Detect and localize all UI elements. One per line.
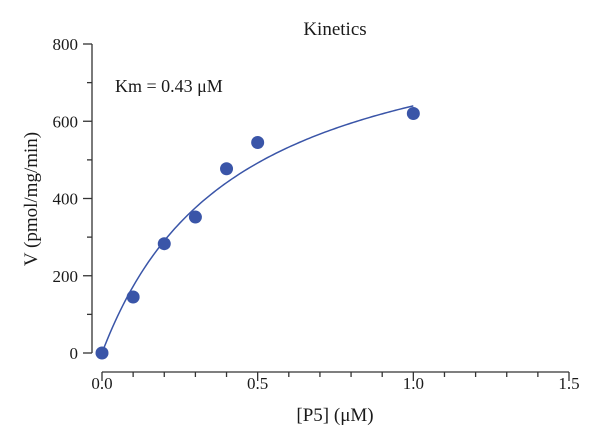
- x-tick-label: 0.5: [247, 374, 268, 393]
- y-tick-label: 200: [53, 267, 79, 286]
- km-annotation: Km = 0.43 μM: [115, 76, 223, 96]
- x-tick-label: 1.0: [403, 374, 424, 393]
- data-point: [406, 107, 420, 121]
- chart-title: Kinetics: [303, 19, 366, 40]
- y-tick-label: 400: [53, 190, 79, 209]
- x-tick-label: 0.0: [91, 374, 112, 393]
- y-tick-label: 800: [53, 35, 79, 54]
- y-tick-label: 600: [53, 112, 79, 131]
- y-tick-label: 0: [70, 344, 79, 363]
- data-point: [251, 135, 265, 149]
- y-axis-label: V (pmol/mg/min): [21, 132, 42, 266]
- michaelis-menten-fit-curve: [101, 105, 414, 354]
- x-tick-label: 1.5: [558, 374, 579, 393]
- x-axis-label: [P5] (μM): [296, 405, 373, 426]
- data-point: [220, 162, 234, 176]
- data-point: [188, 210, 202, 224]
- data-point: [157, 237, 171, 251]
- data-point: [126, 290, 140, 304]
- data-point: [95, 346, 109, 360]
- data-points: [95, 107, 420, 360]
- y-axis: 0 200 400 600 800: [53, 35, 93, 363]
- x-axis: 0.0 0.5 1.0 1.5: [91, 371, 580, 393]
